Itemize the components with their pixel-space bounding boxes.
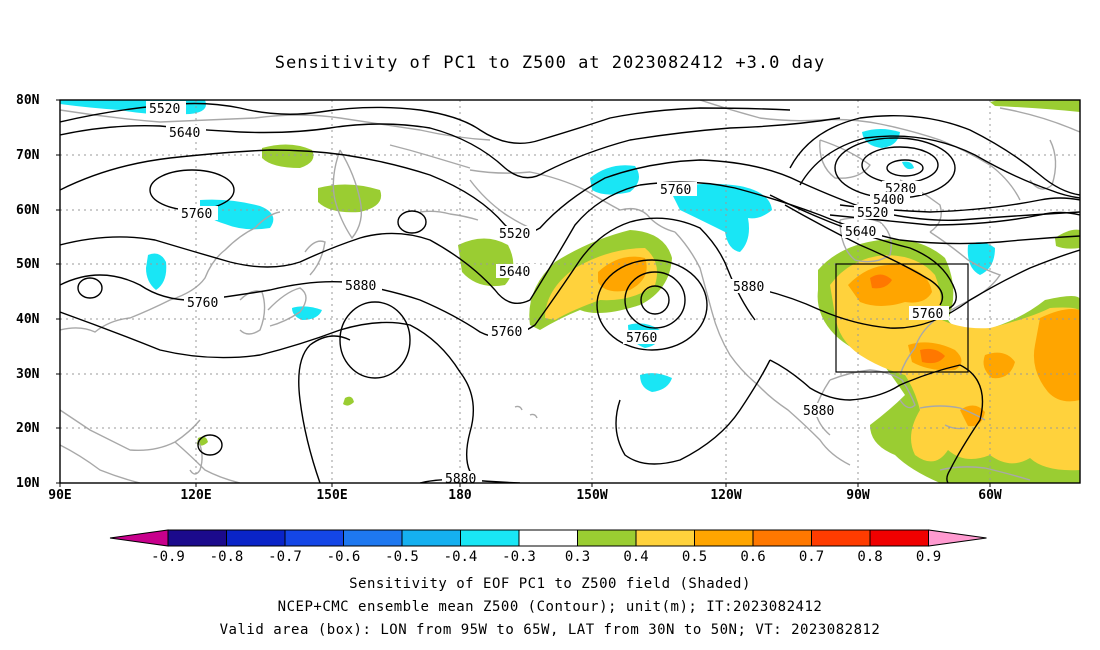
latitude-labels: 80N 70N 60N 50N 40N 30N 20N 10N bbox=[16, 93, 40, 491]
colorbar-swatch bbox=[401, 529, 461, 547]
colorbar-label: -0.4 bbox=[444, 549, 478, 565]
colorbar-label: 0.9 bbox=[916, 549, 941, 565]
contour-label: 5880 bbox=[345, 279, 376, 294]
lat-label: 80N bbox=[16, 93, 40, 108]
colorbar-label: -0.5 bbox=[385, 549, 419, 565]
contour-label: 5760 bbox=[181, 207, 212, 222]
caption-line-2: NCEP+CMC ensemble mean Z500 (Contour); u… bbox=[278, 599, 823, 615]
longitude-labels: 90E 120E 150E 180 150W 120W 90W 60W bbox=[48, 488, 1002, 503]
colorbar-swatch bbox=[694, 529, 754, 547]
colorbar: -0.9 -0.8 -0.7 -0.6 -0.5 -0.4 -0.3 0.3 0.4 0.5 0.6… bbox=[109, 529, 987, 565]
contour-label: 5520 bbox=[499, 227, 530, 242]
contour-label: 5880 bbox=[445, 472, 476, 487]
colorbar-swatch bbox=[284, 529, 344, 547]
contour-label: 5760 bbox=[491, 325, 522, 340]
lat-label: 20N bbox=[16, 421, 40, 436]
colorbar-label: 0.8 bbox=[857, 549, 882, 565]
graticule bbox=[60, 100, 1080, 483]
contour-label: 5760 bbox=[912, 307, 943, 322]
colorbar-label: -0.9 bbox=[151, 549, 185, 565]
contour-label: 5760 bbox=[660, 183, 691, 198]
colorbar-label: -0.8 bbox=[210, 549, 244, 565]
colorbar-label: 0.7 bbox=[799, 549, 824, 565]
lat-label: 70N bbox=[16, 148, 40, 163]
colorbar-swatch bbox=[752, 529, 812, 547]
lat-label: 50N bbox=[16, 257, 40, 272]
contour-labels: 5520 5640 5760 5760 5880 5520 5640 5760 … bbox=[146, 101, 949, 487]
contour-label: 5640 bbox=[499, 265, 530, 280]
colorbar-label: -0.7 bbox=[268, 549, 302, 565]
positive-sensitivity-shading bbox=[197, 100, 1080, 483]
colorbar-swatch bbox=[811, 529, 871, 547]
contour-label: 5520 bbox=[149, 102, 180, 117]
lon-label: 150E bbox=[316, 488, 347, 503]
colorbar-swatch bbox=[460, 529, 520, 547]
colorbar-swatch bbox=[226, 529, 286, 547]
contour-label: 5760 bbox=[626, 331, 657, 346]
colorbar-swatch bbox=[869, 529, 929, 547]
map-area bbox=[60, 100, 1080, 483]
colorbar-swatch bbox=[343, 529, 403, 547]
contour-label: 5520 bbox=[857, 206, 888, 221]
contour-label: 5400 bbox=[873, 193, 904, 208]
caption-line-1: Sensitivity of EOF PC1 to Z500 field (Sh… bbox=[349, 576, 751, 592]
lon-label: 180 bbox=[448, 488, 472, 503]
contour-label: 5880 bbox=[733, 280, 764, 295]
colorbar-label: 0.6 bbox=[740, 549, 765, 565]
caption-line-3: Valid area (box): LON from 95W to 65W, L… bbox=[220, 622, 881, 638]
axis-ticks bbox=[56, 99, 991, 487]
colorbar-label: 0.3 bbox=[565, 549, 590, 565]
valid-area-box bbox=[835, 263, 969, 373]
contour-label: 5880 bbox=[803, 404, 834, 419]
colorbar-low-arrow bbox=[109, 529, 169, 547]
lon-label: 150W bbox=[576, 488, 607, 503]
lon-label: 90W bbox=[846, 488, 870, 503]
colorbar-swatch bbox=[577, 529, 637, 547]
colorbar-label: -0.6 bbox=[327, 549, 361, 565]
lon-label: 120W bbox=[710, 488, 741, 503]
contour-label: 5640 bbox=[169, 126, 200, 141]
lon-label: 120E bbox=[180, 488, 211, 503]
lon-label: 90E bbox=[48, 488, 71, 503]
map-title: Sensitivity of PC1 to Z500 at 2023082412… bbox=[275, 53, 826, 73]
colorbar-swatch bbox=[635, 529, 695, 547]
colorbar-label: -0.3 bbox=[502, 549, 536, 565]
map-frame bbox=[59, 99, 1081, 484]
lat-label: 40N bbox=[16, 312, 40, 327]
coastlines bbox=[60, 100, 1080, 483]
lat-label: 30N bbox=[16, 367, 40, 382]
colorbar-high-arrow bbox=[928, 529, 987, 547]
lat-label: 10N bbox=[16, 476, 40, 491]
contour-label: 5640 bbox=[845, 225, 876, 240]
colorbar-label: 0.5 bbox=[682, 549, 707, 565]
lon-label: 60W bbox=[978, 488, 1002, 503]
colorbar-label: 0.4 bbox=[623, 549, 648, 565]
contour-label: 5760 bbox=[187, 296, 218, 311]
colorbar-swatch bbox=[167, 529, 227, 547]
lat-label: 60N bbox=[16, 203, 40, 218]
colorbar-swatch bbox=[518, 529, 578, 547]
